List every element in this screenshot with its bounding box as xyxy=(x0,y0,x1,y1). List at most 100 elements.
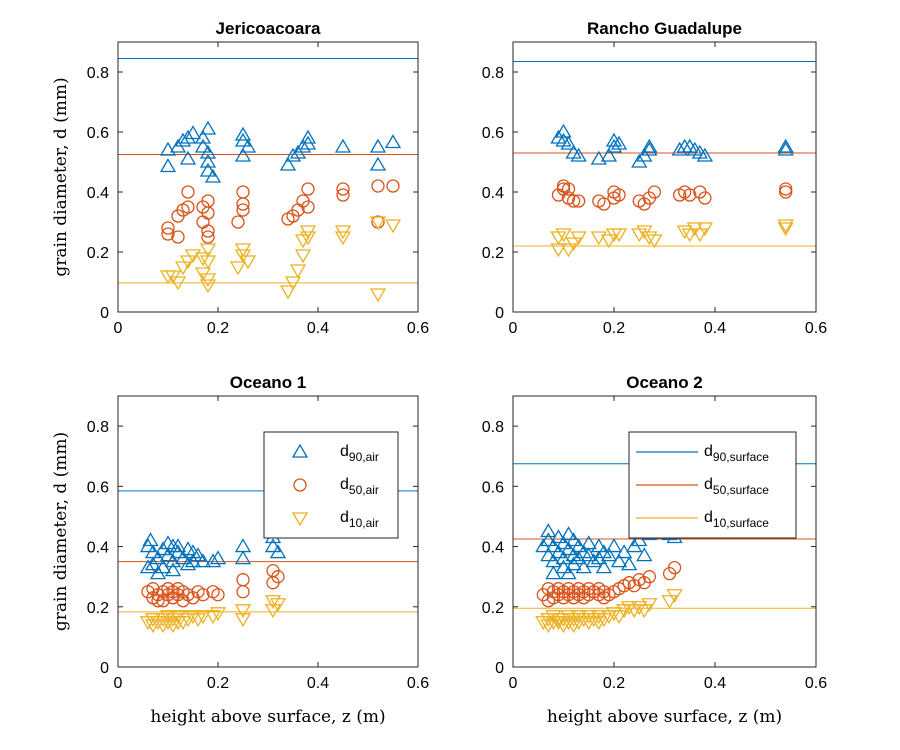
point-d90 xyxy=(676,138,693,153)
point-d10 xyxy=(641,231,658,246)
x-axis-label: height above surface, z (m) xyxy=(150,707,385,727)
panel-title: Oceano 1 xyxy=(230,373,307,392)
point-d50 xyxy=(211,588,225,602)
point-d50 xyxy=(683,188,697,202)
point-d90 xyxy=(189,547,207,562)
legend-marker-d90 xyxy=(291,443,309,458)
point-d90 xyxy=(585,553,602,568)
point-d90 xyxy=(580,547,597,562)
point-d10 xyxy=(681,228,698,243)
panel-4: 0 0.2 0.4 0.6 0 0.2 0.4 0.6 0.8 Oceano 2 height ab… xyxy=(482,373,827,727)
point-d10 xyxy=(234,243,252,258)
point-d10 xyxy=(199,255,217,270)
y-tick-label: 0.6 xyxy=(87,479,109,496)
y-tick-label: 0.2 xyxy=(482,245,504,262)
point-d50 xyxy=(642,570,656,584)
point-d50 xyxy=(236,197,250,211)
y-tick-label: 0.8 xyxy=(87,419,109,436)
legend-label-d90: d90,air xyxy=(340,443,379,464)
point-d90 xyxy=(550,544,567,559)
point-d90 xyxy=(777,138,794,153)
point-d50 xyxy=(612,188,626,202)
point-d50 xyxy=(572,194,586,208)
axes-box xyxy=(512,395,817,668)
axes-box xyxy=(117,41,419,313)
point-d90 xyxy=(560,565,577,580)
y-tick-label: 0.2 xyxy=(87,600,109,617)
point-d10 xyxy=(369,216,387,231)
x-tick-label: 0.6 xyxy=(407,320,429,337)
point-d10 xyxy=(600,234,618,249)
point-d10 xyxy=(264,595,282,610)
point-d50 xyxy=(698,191,712,205)
point-d50 xyxy=(171,230,185,244)
point-d10 xyxy=(279,285,297,300)
panel-2: 0 0.2 0.4 0.6 0 0.2 0.4 0.6 0.8 Rancho Guadalupe xyxy=(482,19,827,337)
y-tick-label: 0.4 xyxy=(87,540,109,557)
point-d90 xyxy=(194,129,212,144)
point-d10 xyxy=(610,228,628,243)
point-d90 xyxy=(696,147,714,162)
panel-3: 0 0.2 0.4 0.6 0 0.2 0.4 0.6 0.8 Oceano 1 grain dia… xyxy=(51,373,429,727)
legend-marker-d10 xyxy=(291,512,309,527)
point-d90 xyxy=(199,144,217,159)
point-d90 xyxy=(179,129,197,144)
point-d50 xyxy=(667,560,682,575)
point-d50 xyxy=(779,182,793,196)
point-d90 xyxy=(369,138,387,153)
point-d50 xyxy=(301,182,315,196)
point-d10 xyxy=(676,225,693,240)
legend-label-d10: d10,surface xyxy=(704,509,769,530)
legend-label-d10: d10,air xyxy=(340,509,379,530)
legend-label-d90: d90,surface xyxy=(704,443,769,464)
x-tick-label: 0.2 xyxy=(207,320,229,337)
point-d10 xyxy=(641,598,658,613)
x-tick-label: 0.4 xyxy=(704,320,726,337)
point-d90 xyxy=(239,138,257,153)
point-d90 xyxy=(169,538,187,553)
point-d10 xyxy=(204,610,222,625)
point-d10 xyxy=(179,255,197,270)
point-d90 xyxy=(590,150,607,165)
point-d10 xyxy=(184,610,202,625)
point-d10 xyxy=(636,604,653,619)
x-tick-label: 0.4 xyxy=(704,675,726,692)
point-d90 xyxy=(641,141,658,156)
point-d10 xyxy=(777,219,794,234)
point-d50 xyxy=(236,185,250,199)
point-d90 xyxy=(139,559,157,574)
point-d50 xyxy=(181,185,195,199)
point-d90 xyxy=(545,565,562,580)
point-d50 xyxy=(176,594,190,608)
y-tick-label: 0.4 xyxy=(87,185,109,202)
y-tick-label: 0.6 xyxy=(482,479,504,496)
point-d10 xyxy=(621,601,638,616)
point-d90 xyxy=(565,532,582,547)
point-d10 xyxy=(610,610,628,625)
point-d90 xyxy=(384,134,402,149)
point-d90 xyxy=(149,550,167,565)
x-tick-label: 0.4 xyxy=(307,675,329,692)
point-d90 xyxy=(209,550,227,565)
axes-box xyxy=(117,395,419,668)
point-d10 xyxy=(369,288,387,303)
point-d90 xyxy=(179,556,197,571)
x-tick-label: 0.2 xyxy=(207,675,229,692)
point-d50 xyxy=(271,570,285,584)
point-d90 xyxy=(555,550,572,565)
point-d90 xyxy=(234,550,252,565)
point-d50 xyxy=(201,224,215,238)
point-d10 xyxy=(691,228,708,243)
point-d90 xyxy=(600,547,618,562)
point-d50 xyxy=(236,573,250,587)
y-tick-label: 0.4 xyxy=(482,540,504,557)
y-axis-label: grain diameter, d (mm) xyxy=(51,77,71,276)
point-d90 xyxy=(199,153,217,168)
point-d10 xyxy=(199,243,217,258)
point-d90 xyxy=(600,147,618,162)
y-tick-label: 0.2 xyxy=(87,245,109,262)
point-d50 xyxy=(181,200,195,214)
point-d50 xyxy=(231,215,245,229)
point-d10 xyxy=(174,261,192,276)
point-d10 xyxy=(209,607,227,622)
